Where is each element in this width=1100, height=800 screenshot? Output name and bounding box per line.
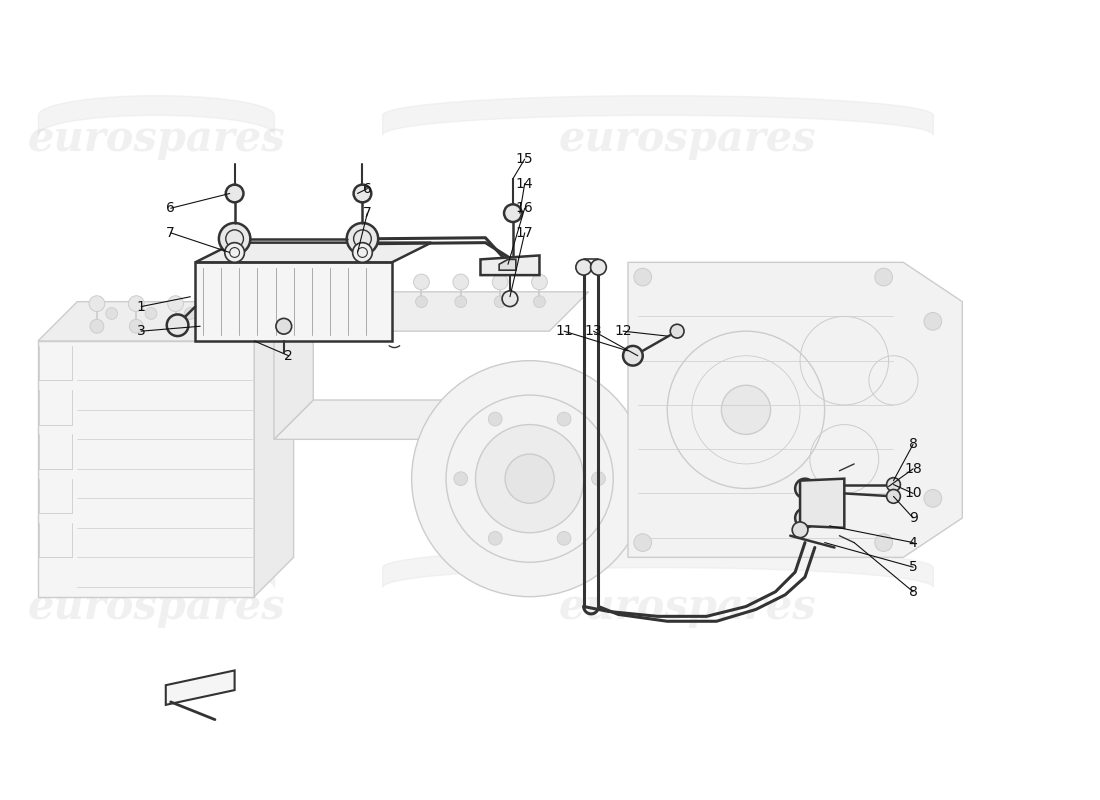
Text: 4: 4 bbox=[909, 535, 917, 550]
Text: 18: 18 bbox=[904, 462, 922, 476]
Circle shape bbox=[167, 314, 188, 336]
Circle shape bbox=[353, 185, 372, 202]
Text: 7: 7 bbox=[363, 206, 372, 220]
Circle shape bbox=[414, 274, 429, 290]
Polygon shape bbox=[196, 262, 392, 341]
Circle shape bbox=[634, 268, 651, 286]
Circle shape bbox=[90, 319, 103, 333]
Circle shape bbox=[488, 412, 502, 426]
Polygon shape bbox=[800, 478, 845, 528]
Circle shape bbox=[334, 274, 351, 290]
Circle shape bbox=[246, 296, 262, 311]
Text: 6: 6 bbox=[166, 202, 175, 215]
Circle shape bbox=[887, 490, 901, 503]
Circle shape bbox=[634, 534, 651, 551]
Circle shape bbox=[623, 346, 642, 366]
Text: 5: 5 bbox=[909, 560, 917, 574]
Circle shape bbox=[416, 296, 428, 307]
Circle shape bbox=[455, 296, 466, 307]
Circle shape bbox=[488, 531, 502, 545]
Circle shape bbox=[493, 274, 508, 290]
Circle shape bbox=[168, 319, 183, 333]
Circle shape bbox=[874, 268, 892, 286]
Text: eurospares: eurospares bbox=[558, 586, 816, 627]
Circle shape bbox=[531, 274, 548, 290]
Circle shape bbox=[887, 478, 901, 491]
Text: 11: 11 bbox=[556, 324, 573, 338]
Circle shape bbox=[924, 313, 942, 330]
Polygon shape bbox=[274, 400, 588, 439]
Circle shape bbox=[504, 204, 521, 222]
Circle shape bbox=[89, 296, 104, 311]
Text: 13: 13 bbox=[585, 324, 603, 338]
Circle shape bbox=[337, 296, 349, 307]
Circle shape bbox=[454, 472, 467, 486]
Circle shape bbox=[792, 522, 807, 538]
Circle shape bbox=[129, 296, 144, 311]
Circle shape bbox=[722, 386, 771, 434]
Text: 12: 12 bbox=[614, 324, 631, 338]
Polygon shape bbox=[628, 262, 962, 558]
Circle shape bbox=[575, 259, 592, 275]
Text: 10: 10 bbox=[904, 486, 922, 501]
Circle shape bbox=[670, 324, 684, 338]
Circle shape bbox=[224, 242, 244, 262]
Circle shape bbox=[167, 296, 184, 311]
Circle shape bbox=[505, 454, 554, 503]
Circle shape bbox=[795, 478, 815, 498]
Circle shape bbox=[475, 425, 584, 533]
Text: 1: 1 bbox=[136, 299, 145, 314]
Circle shape bbox=[534, 296, 546, 307]
Text: 17: 17 bbox=[516, 226, 534, 240]
Text: eurospares: eurospares bbox=[558, 118, 816, 160]
Polygon shape bbox=[254, 302, 294, 597]
Text: 8: 8 bbox=[909, 585, 917, 598]
Circle shape bbox=[411, 361, 648, 597]
Circle shape bbox=[453, 274, 469, 290]
Text: 7: 7 bbox=[166, 226, 175, 240]
Circle shape bbox=[346, 223, 378, 254]
Polygon shape bbox=[37, 302, 294, 341]
Circle shape bbox=[502, 291, 518, 306]
Circle shape bbox=[558, 412, 571, 426]
Circle shape bbox=[219, 223, 251, 254]
Circle shape bbox=[248, 319, 261, 333]
Circle shape bbox=[106, 307, 118, 319]
Polygon shape bbox=[37, 341, 254, 597]
Circle shape bbox=[795, 508, 815, 528]
Circle shape bbox=[874, 534, 892, 551]
Circle shape bbox=[494, 296, 506, 307]
Text: eurospares: eurospares bbox=[28, 118, 285, 160]
Text: 9: 9 bbox=[909, 511, 917, 525]
Circle shape bbox=[208, 319, 222, 333]
Polygon shape bbox=[274, 292, 313, 439]
Polygon shape bbox=[499, 259, 516, 270]
Circle shape bbox=[223, 307, 235, 319]
Text: eurospares: eurospares bbox=[28, 586, 285, 627]
Text: 2: 2 bbox=[284, 349, 293, 362]
Polygon shape bbox=[196, 242, 431, 262]
Circle shape bbox=[376, 296, 388, 307]
Circle shape bbox=[592, 472, 605, 486]
Circle shape bbox=[185, 307, 196, 319]
Circle shape bbox=[924, 490, 942, 507]
Text: 8: 8 bbox=[909, 438, 917, 451]
Text: 15: 15 bbox=[516, 152, 534, 166]
Text: 16: 16 bbox=[516, 202, 534, 215]
Polygon shape bbox=[481, 255, 539, 275]
Polygon shape bbox=[166, 670, 234, 705]
Circle shape bbox=[226, 185, 243, 202]
Circle shape bbox=[591, 259, 606, 275]
Text: 6: 6 bbox=[363, 182, 372, 195]
Circle shape bbox=[207, 296, 223, 311]
Circle shape bbox=[276, 318, 292, 334]
Circle shape bbox=[374, 274, 390, 290]
Circle shape bbox=[558, 531, 571, 545]
Circle shape bbox=[130, 319, 143, 333]
Polygon shape bbox=[274, 292, 588, 331]
Text: 14: 14 bbox=[516, 177, 534, 190]
Circle shape bbox=[145, 307, 157, 319]
Circle shape bbox=[353, 242, 372, 262]
Text: 3: 3 bbox=[136, 324, 145, 338]
